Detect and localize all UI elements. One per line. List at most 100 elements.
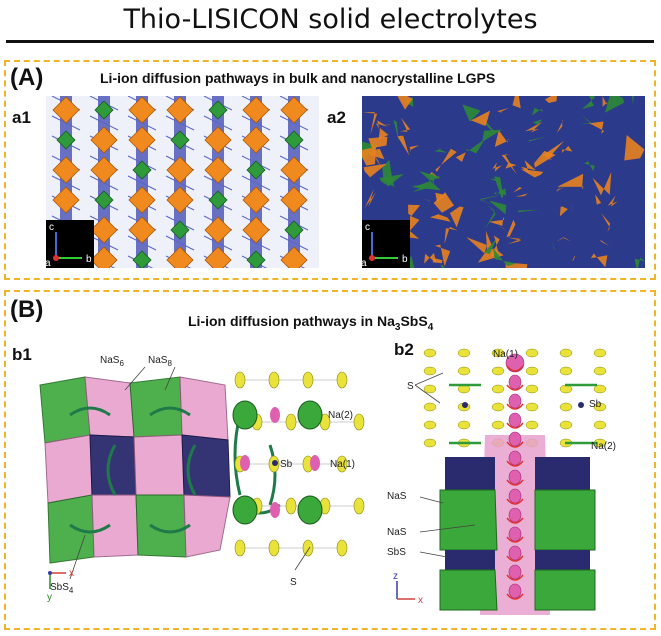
b2-s-atom	[457, 420, 471, 430]
a2-orange-polyhedron	[362, 112, 378, 135]
a2-orange-polyhedron	[602, 96, 608, 107]
a2-axis-c: c	[365, 222, 370, 233]
a1-green-octahedron	[94, 100, 114, 120]
a2-green-polyhedron	[494, 176, 504, 199]
a2-orange-polyhedron	[378, 128, 389, 140]
a2-orange-polyhedron	[435, 148, 457, 172]
a2-orange-polyhedron	[362, 146, 376, 166]
a2-orange-polyhedron	[520, 169, 544, 178]
a1-green-octahedron	[284, 130, 304, 150]
a1-green-octahedron	[56, 130, 76, 150]
b1-nas6-label: NaS6	[100, 355, 124, 368]
a1-green-octahedron	[132, 250, 152, 268]
a2-orange-polyhedron	[397, 96, 413, 110]
b2-sb-atom	[462, 402, 468, 408]
a2-orange-polyhedron	[376, 120, 388, 129]
b2-s-atom	[423, 402, 437, 412]
a2-green-polyhedron	[518, 209, 538, 213]
a2-green-polyhedron	[493, 247, 516, 267]
b2-s-atom	[525, 402, 539, 412]
b2-na1-atom	[508, 431, 522, 447]
a1-orange-octahedron	[280, 156, 308, 184]
b1-na3sbs4-structure: NaS6 NaS8 SbS4 Na(2) Na(1) Sb S x y	[39, 355, 365, 603]
b2-s-atom	[559, 366, 573, 376]
a2-orange-polyhedron	[557, 173, 584, 190]
panel-a	[4, 60, 656, 280]
a1-orange-octahedron	[242, 96, 270, 124]
a2-orange-polyhedron	[512, 96, 521, 109]
a1-orange-octahedron	[204, 126, 232, 154]
a2-orange-polyhedron	[470, 110, 491, 126]
b2-sb-atom	[578, 402, 584, 408]
a2-orange-polyhedron	[513, 187, 523, 193]
b1-na2-atom	[297, 495, 323, 525]
a2-orange-polyhedron	[449, 206, 464, 228]
a2-axis-b: b	[402, 254, 408, 265]
b1-s-atom	[234, 371, 246, 389]
b1-s-atom	[336, 455, 348, 473]
a2-orange-polyhedron	[590, 253, 608, 268]
b1-s-atom	[234, 539, 246, 557]
a2-orange-polyhedron	[572, 255, 575, 261]
a2-orange-polyhedron	[364, 188, 376, 208]
a2-green-polyhedron	[462, 104, 480, 122]
b2-na1-atom	[508, 393, 522, 409]
a1-lgps-bulk-image: c a b	[46, 96, 319, 268]
b2-sb-label: Sb	[589, 399, 602, 410]
b2-s-atom	[423, 384, 437, 394]
a2-orange-polyhedron	[489, 216, 505, 226]
a2-orange-polyhedron	[444, 226, 458, 244]
a1-orange-octahedron	[128, 216, 156, 244]
b1-na1-atom	[270, 502, 280, 518]
a2-green-polyhedron	[484, 238, 497, 254]
a1-orange-octahedron	[280, 186, 308, 214]
b1-axis-x: x	[69, 568, 74, 579]
a1-green-octahedron	[246, 160, 266, 180]
a2-orange-polyhedron	[525, 121, 543, 133]
b2-s-atom	[525, 366, 539, 376]
a1-green-octahedron	[170, 220, 190, 240]
b2-s-atom	[423, 366, 437, 376]
b1-s-atom	[285, 497, 297, 515]
a1-orange-octahedron	[90, 216, 118, 244]
a2-green-polyhedron	[584, 161, 595, 172]
a2-orange-polyhedron	[589, 121, 605, 134]
panel-b-heading: Li-ion diffusion pathways in Na3SbS4	[188, 313, 434, 333]
a2-label: a2	[327, 108, 346, 127]
a2-orange-polyhedron	[556, 119, 563, 133]
a1-orange-octahedron	[280, 96, 308, 124]
a2-orange-polyhedron	[559, 206, 568, 217]
panel-b-label: (B)	[10, 296, 44, 323]
b2-na2-label: Na(2)	[591, 441, 616, 452]
b2-s-atom	[491, 420, 505, 430]
a2-orange-polyhedron	[506, 219, 516, 238]
b2-na1-atom	[508, 564, 522, 580]
a2-orange-polyhedron	[433, 192, 454, 213]
b2-na1-atom	[505, 353, 525, 373]
title-rule	[6, 40, 654, 43]
b2-s-atom	[423, 438, 437, 448]
a2-orange-polyhedron	[506, 139, 512, 141]
b2-na1-atom	[508, 526, 522, 542]
b2-s-atom	[593, 420, 607, 430]
a2-green-polyhedron	[465, 138, 485, 154]
a2-green-polyhedron	[481, 129, 503, 145]
a1-orange-octahedron	[90, 246, 118, 268]
b2-nas8-label: NaS	[387, 527, 407, 538]
a1-orange-octahedron	[242, 186, 270, 214]
a2-orange-polyhedron	[379, 124, 391, 127]
b2-na1-atom	[508, 469, 522, 485]
a2-orange-polyhedron	[492, 162, 502, 172]
b2-na3sbs4-structure: Na(1) S Sb Na(2) NaS6 NaS8 SbS4 z x	[387, 348, 616, 615]
a1-orange-octahedron	[166, 186, 194, 214]
a1-orange-octahedron	[128, 186, 156, 214]
a2-orange-polyhedron	[455, 152, 466, 162]
a2-orange-polyhedron	[397, 135, 410, 156]
a1-orange-octahedron	[52, 186, 80, 214]
b2-na1-atom	[508, 545, 522, 561]
b2-s-atom	[457, 366, 471, 376]
a2-orange-polyhedron	[466, 237, 487, 254]
a2-orange-polyhedron	[424, 252, 437, 264]
a1-green-octahedron	[208, 100, 228, 120]
b2-axis-x: x	[418, 595, 423, 606]
